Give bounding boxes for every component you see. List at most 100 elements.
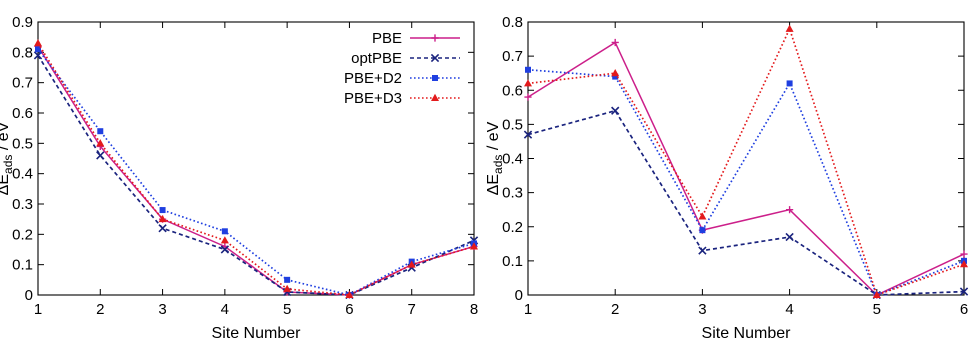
data-point	[612, 73, 619, 80]
y-tick-label: 0.5	[12, 135, 33, 152]
data-point	[524, 79, 532, 87]
y-tick-label: 0.3	[12, 196, 33, 213]
data-point	[611, 68, 620, 77]
y-tick-label: 0.4	[12, 166, 33, 183]
data-point	[96, 151, 105, 160]
x-tick-label: 3	[698, 301, 706, 318]
data-point	[611, 106, 620, 115]
data-point	[431, 34, 439, 42]
y-tick-label: 0.7	[12, 75, 33, 92]
data-point	[786, 80, 793, 87]
data-point	[611, 38, 619, 47]
legend-label: PBE+D2	[344, 70, 402, 87]
series-pbe-d2	[35, 46, 477, 298]
x-tick-label: 8	[470, 301, 478, 318]
data-point	[872, 290, 881, 298]
x-tick-label: 2	[96, 301, 104, 318]
series-line	[527, 41, 965, 296]
data-point	[220, 236, 229, 244]
legend-label: optPBE	[351, 50, 402, 67]
data-point	[432, 75, 438, 81]
data-point	[407, 260, 416, 268]
x-tick-label: 4	[785, 301, 793, 318]
x-tick-label: 5	[283, 301, 291, 318]
series-line	[527, 68, 965, 297]
x-tick-label: 6	[345, 301, 353, 318]
series-line	[37, 54, 475, 296]
data-point	[430, 53, 440, 63]
y-tick-label: 0.9	[12, 14, 33, 31]
y-tick-label: 0.3	[502, 185, 523, 202]
data-point	[960, 260, 968, 268]
series-4	[524, 24, 968, 298]
series-line	[527, 109, 965, 296]
x-tick-label: 5	[873, 301, 881, 318]
data-point	[159, 207, 166, 214]
y-tick-label: 0.2	[12, 226, 33, 243]
y-tick-label: 0.5	[502, 116, 523, 133]
data-point	[959, 287, 969, 296]
data-point	[960, 250, 968, 258]
x-tick-label: 7	[408, 301, 416, 318]
data-point	[221, 228, 228, 235]
data-point	[786, 206, 794, 214]
chart-panel-2: 0 0.1 0.2 0.3 0.4 0.5 0.6 0.7 0.8 1 2 3 4 5 6 Site Numb…	[485, 14, 968, 342]
legend-label: PBE	[372, 30, 402, 47]
x-tick-label: 2	[611, 301, 619, 318]
data-point	[523, 130, 533, 139]
data-point	[34, 39, 42, 47]
y-tick-label: 0.7	[502, 48, 523, 65]
data-point	[698, 212, 707, 220]
y-tick-label: 0	[515, 287, 523, 304]
data-point	[284, 276, 291, 283]
data-point	[35, 46, 41, 53]
series-1	[524, 38, 968, 299]
series-line	[37, 42, 475, 296]
x-tick-label: 1	[34, 301, 42, 318]
plot-frame	[527, 21, 965, 296]
x-tick-label: 6	[960, 301, 968, 318]
series-line	[37, 48, 475, 296]
data-point	[96, 139, 105, 147]
data-point	[470, 242, 478, 250]
x-axis-label: Site Number	[702, 325, 792, 342]
x-tick-label: 3	[158, 301, 166, 318]
data-point	[525, 66, 531, 73]
x-axis-label: Site Number	[212, 325, 302, 342]
data-point	[345, 290, 354, 298]
series-2	[523, 106, 969, 300]
data-point	[283, 284, 292, 292]
y-tick-label: 0.6	[502, 82, 523, 99]
data-point	[699, 227, 706, 234]
y-tick-label: 0.4	[502, 151, 523, 168]
data-point	[431, 93, 439, 101]
series-pbe-d3	[34, 39, 478, 298]
data-point	[158, 214, 167, 223]
series-line	[37, 45, 475, 296]
y-tick-label: 0.8	[502, 14, 523, 31]
y-tick-label: 0.6	[12, 105, 33, 122]
data-point	[698, 246, 707, 255]
data-point	[524, 93, 532, 101]
series-line	[527, 26, 965, 297]
y-tick-label: 0.1	[12, 257, 33, 274]
legend-label: PBE+D3	[344, 90, 402, 107]
data-point	[158, 224, 167, 233]
y-tick-label: 0	[25, 287, 33, 304]
y-axis-label: ΔEads / eV	[485, 121, 505, 195]
data-point	[785, 232, 794, 242]
y-tick-label: 0.2	[502, 219, 523, 236]
data-point	[220, 245, 230, 254]
y-axis-label: ΔEads / eV	[0, 121, 15, 195]
series-3	[525, 66, 967, 298]
chart-panel-1: 0 0.1 0.2 0.3 0.4 0.5 0.6 0.7 0.8 0.9 1 2 3 4 5 6 7 8 Site…	[0, 14, 478, 342]
data-point	[785, 24, 794, 32]
plot-frame	[37, 21, 475, 296]
legend: PBE optPBE PBE+D2 PBE+D3	[344, 30, 460, 107]
data-point	[97, 128, 104, 135]
y-tick-label: 0.8	[12, 44, 33, 61]
x-tick-label: 1	[524, 301, 532, 318]
x-tick-label: 4	[221, 301, 229, 318]
y-tick-label: 0.1	[502, 253, 523, 270]
